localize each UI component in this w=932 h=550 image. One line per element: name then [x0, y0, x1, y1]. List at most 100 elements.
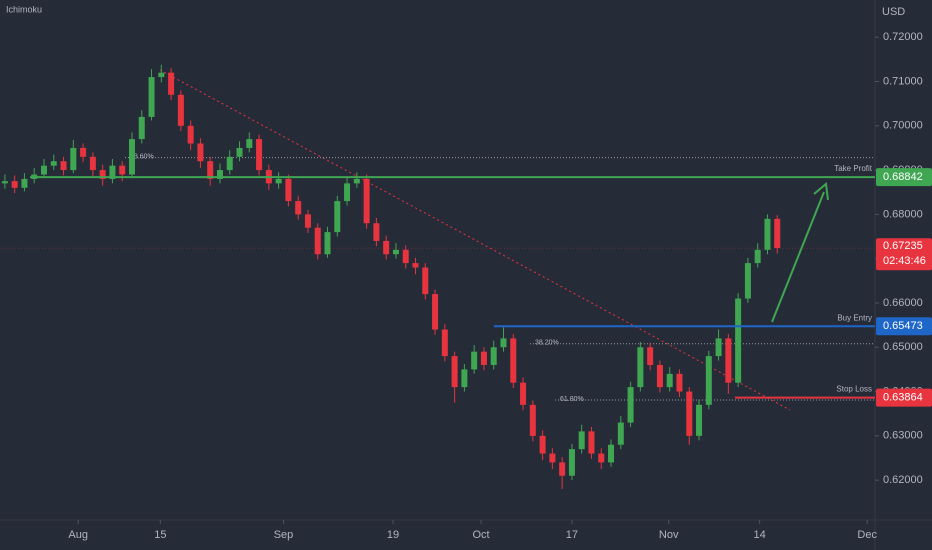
- x-tick-label: 17: [566, 529, 578, 541]
- y-tick-label: 0.68000: [883, 208, 923, 220]
- candle-body: [656, 364, 663, 388]
- candle-body: [109, 165, 116, 179]
- candle-body: [744, 263, 751, 299]
- y-tick-label: 0.66000: [883, 297, 923, 309]
- candle-body: [138, 116, 145, 140]
- candle-body: [40, 165, 47, 175]
- candle-body: [207, 161, 214, 179]
- candle-body: [216, 170, 223, 179]
- trend-line: [159, 69, 791, 411]
- candle-body: [246, 139, 253, 148]
- candle-body: [119, 165, 126, 175]
- y-tick-label: 0.62000: [883, 474, 923, 486]
- y-tick-label: 0.63000: [883, 430, 923, 442]
- x-tick-label: Aug: [68, 529, 88, 541]
- y-tick-label: 0.72000: [883, 31, 923, 43]
- candle-body: [696, 404, 703, 436]
- last-price-badge: [876, 238, 932, 271]
- candle-body: [187, 125, 194, 144]
- last-price-label: 0.67235: [883, 240, 923, 252]
- price-badge: [876, 168, 932, 187]
- candle-body: [334, 201, 341, 233]
- candle-body: [324, 232, 331, 255]
- candle-body: [158, 72, 165, 78]
- candle-body: [500, 338, 507, 348]
- candle-body: [598, 453, 605, 463]
- y-tick-label: 0.70000: [883, 120, 923, 132]
- candle-body: [392, 249, 399, 255]
- candle-body: [432, 294, 439, 330]
- candle-body: [295, 201, 302, 215]
- candle-body: [637, 347, 644, 388]
- candle-body: [441, 329, 448, 357]
- target-arrow: [771, 191, 825, 323]
- candle-body: [471, 351, 478, 370]
- candle-body: [128, 139, 135, 175]
- x-tick-label: 14: [754, 529, 766, 541]
- fib-label: 38.20%: [535, 340, 559, 347]
- candle-body: [529, 404, 536, 436]
- candle-body: [21, 178, 28, 188]
- candle-body: [177, 94, 184, 126]
- candle-body: [304, 214, 311, 228]
- candle-body: [148, 77, 155, 117]
- candle-body: [510, 338, 517, 383]
- candle-body: [353, 178, 360, 184]
- x-tick-label: Dec: [857, 529, 877, 541]
- candle-body: [412, 263, 419, 268]
- candle-body: [89, 156, 96, 171]
- candle-body: [256, 139, 263, 171]
- candle-body: [686, 391, 693, 436]
- candle-body: [422, 267, 429, 295]
- candle-body: [774, 218, 781, 249]
- candle-body: [647, 347, 654, 365]
- candle-body: [285, 178, 292, 202]
- candle-body: [617, 422, 624, 445]
- candle-body: [549, 453, 556, 463]
- candle-body: [627, 387, 634, 423]
- candle-body: [725, 338, 732, 383]
- candle-body: [383, 240, 390, 255]
- candle-body: [764, 218, 771, 250]
- candle-body: [363, 178, 370, 224]
- candle-body: [314, 227, 321, 255]
- candle-body: [559, 462, 566, 476]
- target-arrow-head: [813, 182, 829, 201]
- level-name: Stop Loss: [836, 385, 872, 394]
- price-badge-label: 0.68842: [883, 171, 923, 183]
- price-badge: [876, 388, 932, 407]
- candle-body: [402, 249, 409, 264]
- candle-body: [373, 223, 380, 241]
- x-tick-label: Oct: [472, 529, 489, 541]
- candle-body: [539, 435, 546, 454]
- candle-body: [50, 161, 57, 166]
- candle-body: [70, 147, 77, 171]
- candle-body: [236, 147, 243, 157]
- level-name: Buy Entry: [837, 313, 872, 322]
- level-name: Take Profit: [834, 164, 873, 173]
- candle-body: [60, 161, 67, 171]
- indicator-label: Ichimoku: [6, 4, 42, 14]
- candle-body: [344, 183, 351, 202]
- x-tick-label: Nov: [659, 529, 679, 541]
- price-badge-label: 0.65473: [883, 320, 923, 332]
- candle-body: [520, 382, 527, 405]
- candle-body: [99, 170, 106, 179]
- fib-label: 78.60%: [130, 154, 154, 161]
- fib-label: 61.80%: [560, 396, 584, 403]
- candle-body: [197, 143, 204, 162]
- x-tick-label: 15: [154, 529, 166, 541]
- candle-body: [461, 369, 468, 388]
- price-badge: [876, 317, 932, 336]
- candle-body: [735, 298, 742, 383]
- candle-body: [588, 431, 595, 454]
- candle-body: [80, 147, 87, 157]
- candle-body: [275, 178, 282, 184]
- candle-body: [705, 356, 712, 405]
- candle-body: [226, 156, 233, 171]
- price-badge-label: 0.63864: [883, 391, 923, 403]
- candle-body: [666, 373, 673, 388]
- y-tick-label: 0.65000: [883, 341, 923, 353]
- candle-body: [451, 356, 458, 388]
